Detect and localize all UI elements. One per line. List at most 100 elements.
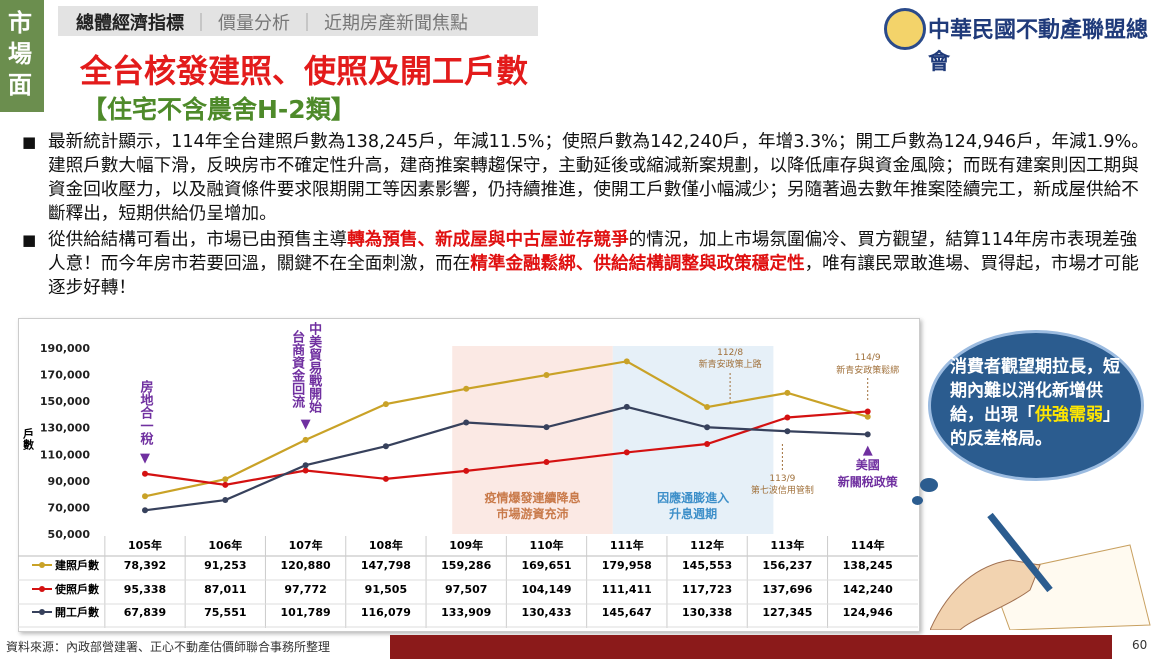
point	[623, 358, 630, 365]
table-cell: 147,798	[361, 559, 411, 572]
point	[543, 424, 550, 431]
point	[864, 431, 871, 438]
table-cell: 145,647	[602, 606, 652, 619]
period-band	[612, 346, 774, 534]
paper	[989, 544, 1151, 630]
legend-label: 開工戶數	[55, 605, 99, 619]
series-line	[144, 360, 869, 498]
text: ，唯有讓民眾敢進場、買得起，市場才可能逐步好轉！	[48, 254, 1139, 298]
x-tick-label: 109年	[449, 538, 483, 552]
callout: 消費者觀望期拉長，短期內難以消化新增供給，出現「供強需弱」的反差格局。	[950, 355, 1120, 451]
nav-bg	[58, 6, 538, 36]
annotation: 新青安政策上路	[699, 358, 762, 370]
y-tick-label: 130,000	[40, 422, 90, 435]
y-tick-label: 170,000	[40, 369, 90, 382]
point	[623, 449, 630, 456]
period-label: 市場游資充沛	[496, 506, 568, 521]
point	[784, 428, 791, 435]
text: 從供給結構可看出，市場已由預售主導	[48, 230, 348, 250]
table-cell: 75,551	[204, 606, 246, 619]
table-cell: 97,772	[284, 583, 326, 596]
annotation: 第七波信用管制	[751, 484, 814, 496]
highlight-text: 轉為預售、新成屋與中古屋並存競爭	[347, 230, 629, 250]
table-cell: 145,553	[682, 559, 732, 572]
legend-swatch	[39, 562, 45, 568]
point	[864, 408, 871, 415]
point	[704, 404, 711, 411]
legend-label: 使照戶數	[54, 582, 99, 596]
point	[704, 424, 711, 431]
table-cell: 124,946	[843, 606, 893, 619]
point	[382, 475, 389, 482]
point	[784, 389, 791, 396]
x-tick-label: 110年	[530, 538, 564, 552]
nav-item: 近期房產新聞焦點	[324, 13, 468, 34]
y-tick-label: 70,000	[48, 501, 91, 514]
logo-icon	[884, 8, 926, 50]
highlight-text: 精準金融鬆綁、供給結構調整與政策穩定性	[470, 254, 805, 274]
table-cell: 104,149	[521, 583, 571, 596]
point	[543, 459, 550, 466]
source: 資料來源：內政部營建署、正心不動產估價師聯合事務所整理	[6, 640, 331, 654]
y-tick-label: 150,000	[40, 395, 90, 408]
table-cell: 130,433	[521, 606, 571, 619]
period-label: 升息週期	[669, 506, 717, 521]
annotation: 美國	[856, 457, 880, 472]
table-cell: 117,723	[682, 583, 732, 596]
logo: 中華民國不動產聯盟總會	[928, 17, 1149, 75]
point	[222, 497, 229, 504]
table-cell: 137,696	[762, 583, 812, 596]
point	[784, 414, 791, 421]
period-label: 因應通膨進入	[657, 490, 729, 505]
pen	[987, 512, 1053, 593]
arrow: ▼	[140, 451, 150, 466]
text: 」的反差格局。	[950, 405, 1120, 449]
nav: 總體經濟指標 ｜ 價量分析 ｜ 近期房產新聞焦點	[76, 9, 468, 35]
y-tick-label: 190,000	[40, 342, 90, 355]
nav-item: 總體經濟指標	[76, 13, 184, 34]
annotation: 新關稅政策	[838, 474, 899, 489]
bullet: 最新統計顯示，114年全台建照戶數為138,245戶，年減11.5%；使照戶數為…	[22, 130, 1152, 226]
table-cell: 138,245	[843, 559, 893, 572]
point	[302, 462, 309, 469]
point	[704, 441, 711, 448]
chart-frame	[18, 318, 920, 632]
table-cell: 101,789	[281, 606, 331, 619]
page-number: 60	[1132, 638, 1148, 652]
x-tick-label: 106年	[208, 538, 242, 552]
table-cell: 169,651	[521, 559, 571, 572]
annotation: 112/8	[717, 348, 743, 358]
bubble-dot	[912, 496, 923, 505]
period-band	[452, 346, 613, 534]
annotation: 113/9	[769, 474, 795, 484]
y-tick-label: 50,000	[48, 528, 91, 541]
point	[382, 401, 389, 408]
bubble-dot	[920, 478, 938, 492]
legend-swatch	[39, 609, 45, 615]
table-cell: 111,411	[602, 583, 652, 596]
legend-label: 建照戶數	[55, 558, 99, 572]
table-cell: 159,286	[441, 559, 491, 572]
point	[302, 467, 309, 474]
table-cell: 120,880	[281, 559, 331, 572]
point	[864, 413, 871, 420]
nav-separator: ｜	[192, 13, 210, 34]
point	[142, 507, 148, 514]
annotation: 114/9	[855, 353, 881, 363]
table-cell: 156,237	[762, 559, 812, 572]
period-label: 疫情爆發連續降息	[484, 490, 580, 505]
y-tick-label: 110,000	[40, 448, 90, 461]
annotation: 房地合一稅	[138, 379, 154, 446]
bullet: 從供給結構可看出，市場已由預售主導轉為預售、新成屋與中古屋並存競爭的情況，加上市…	[22, 228, 1152, 300]
y-axis-label: 戶數	[22, 427, 35, 451]
series-line	[144, 410, 868, 486]
table-cell: 133,909	[441, 606, 491, 619]
annotation: 新青安政策鬆綁	[836, 364, 899, 376]
annotation: 台商資金回流	[289, 329, 306, 409]
nav-separator: ｜	[298, 13, 316, 34]
series-line	[144, 405, 868, 512]
nav-item: 價量分析	[218, 13, 290, 34]
point	[222, 481, 229, 488]
table-cell: 97,507	[445, 583, 487, 596]
